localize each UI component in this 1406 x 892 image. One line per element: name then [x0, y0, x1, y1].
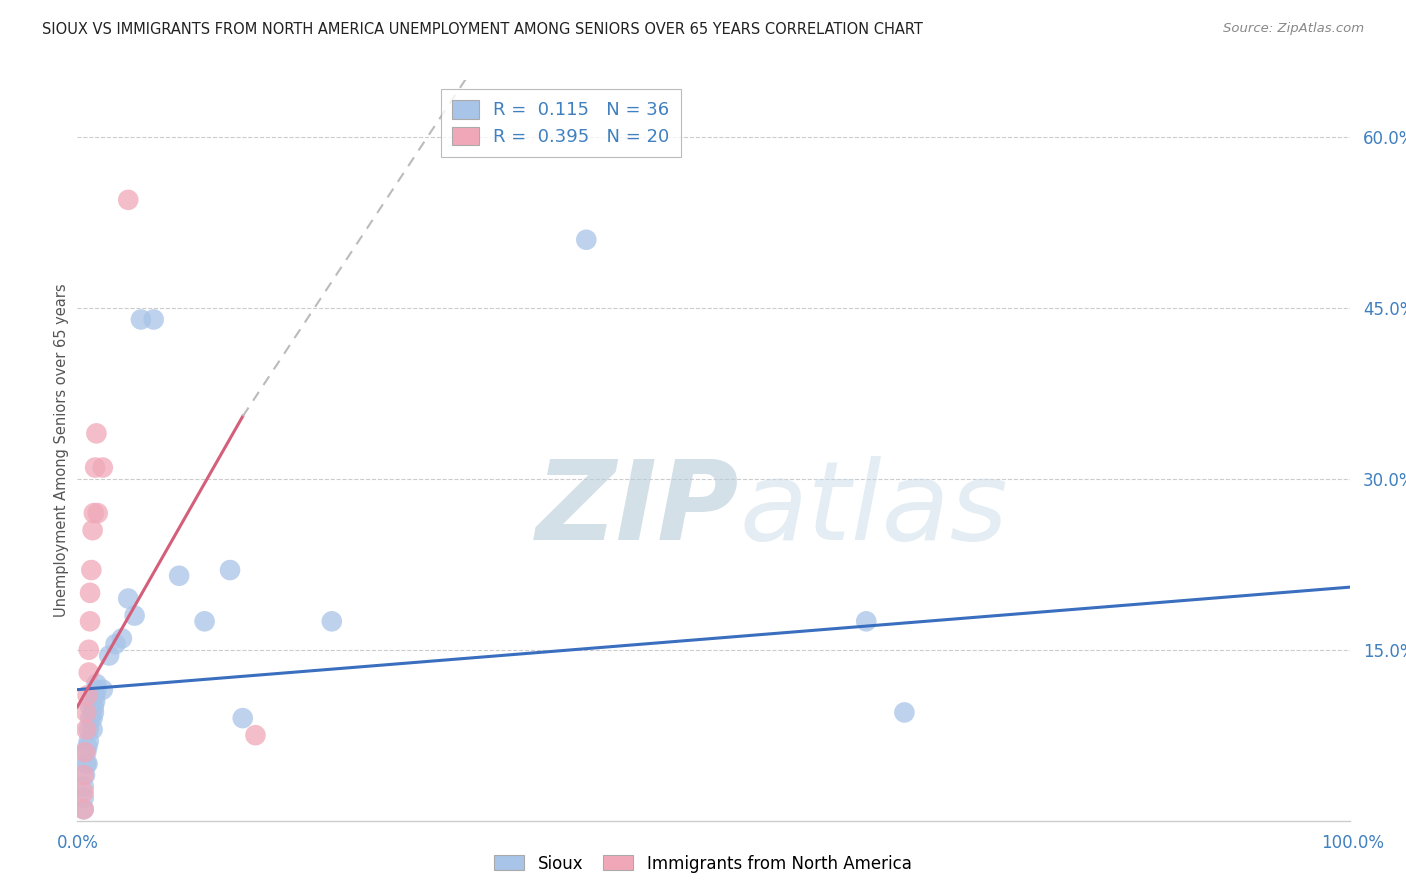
- Point: [142, 312, 165, 326]
- Text: 0.0%: 0.0%: [56, 834, 98, 852]
- Point: [82, 723, 104, 737]
- Point: [83, 699, 105, 714]
- Point: [79, 711, 101, 725]
- Point: [82, 711, 104, 725]
- Point: [245, 728, 267, 742]
- Point: [575, 233, 598, 247]
- Point: [83, 706, 105, 720]
- Point: [73, 802, 96, 816]
- Y-axis label: Unemployment Among Seniors over 65 years: Unemployment Among Seniors over 65 years: [53, 284, 69, 617]
- Point: [76, 689, 98, 703]
- Point: [91, 460, 114, 475]
- Point: [219, 563, 242, 577]
- Point: [77, 665, 100, 680]
- Point: [124, 608, 146, 623]
- Point: [73, 780, 96, 794]
- Point: [84, 689, 107, 703]
- Point: [83, 506, 105, 520]
- Text: ZIP: ZIP: [536, 456, 740, 563]
- Point: [855, 615, 877, 629]
- Point: [73, 745, 96, 759]
- Point: [86, 682, 108, 697]
- Point: [232, 711, 254, 725]
- Text: atlas: atlas: [740, 456, 1008, 563]
- Point: [129, 312, 152, 326]
- Point: [104, 637, 127, 651]
- Point: [98, 648, 121, 663]
- Point: [194, 615, 217, 629]
- Point: [73, 790, 96, 805]
- Point: [321, 615, 343, 629]
- Point: [86, 677, 108, 691]
- Point: [893, 706, 915, 720]
- Point: [86, 426, 108, 441]
- Point: [111, 632, 134, 646]
- Point: [76, 739, 98, 754]
- Legend: Sioux, Immigrants from North America: Sioux, Immigrants from North America: [488, 848, 918, 880]
- Point: [80, 563, 103, 577]
- Point: [73, 768, 96, 782]
- Point: [77, 642, 100, 657]
- Text: Source: ZipAtlas.com: Source: ZipAtlas.com: [1223, 22, 1364, 36]
- Point: [79, 699, 101, 714]
- Point: [73, 802, 96, 816]
- Point: [84, 694, 107, 708]
- Text: 100.0%: 100.0%: [1322, 834, 1384, 852]
- Point: [79, 615, 101, 629]
- Point: [77, 734, 100, 748]
- Point: [73, 785, 96, 799]
- Legend: R =  0.115   N = 36, R =  0.395   N = 20: R = 0.115 N = 36, R = 0.395 N = 20: [441, 89, 681, 157]
- Point: [91, 682, 114, 697]
- Point: [79, 586, 101, 600]
- Point: [117, 193, 139, 207]
- Point: [75, 723, 97, 737]
- Point: [77, 723, 100, 737]
- Point: [73, 768, 96, 782]
- Point: [82, 523, 104, 537]
- Point: [86, 506, 108, 520]
- Point: [75, 756, 97, 771]
- Point: [84, 460, 107, 475]
- Point: [75, 745, 97, 759]
- Point: [167, 568, 190, 582]
- Point: [76, 756, 98, 771]
- Point: [117, 591, 139, 606]
- Text: SIOUX VS IMMIGRANTS FROM NORTH AMERICA UNEMPLOYMENT AMONG SENIORS OVER 65 YEARS : SIOUX VS IMMIGRANTS FROM NORTH AMERICA U…: [42, 22, 924, 37]
- Point: [75, 706, 97, 720]
